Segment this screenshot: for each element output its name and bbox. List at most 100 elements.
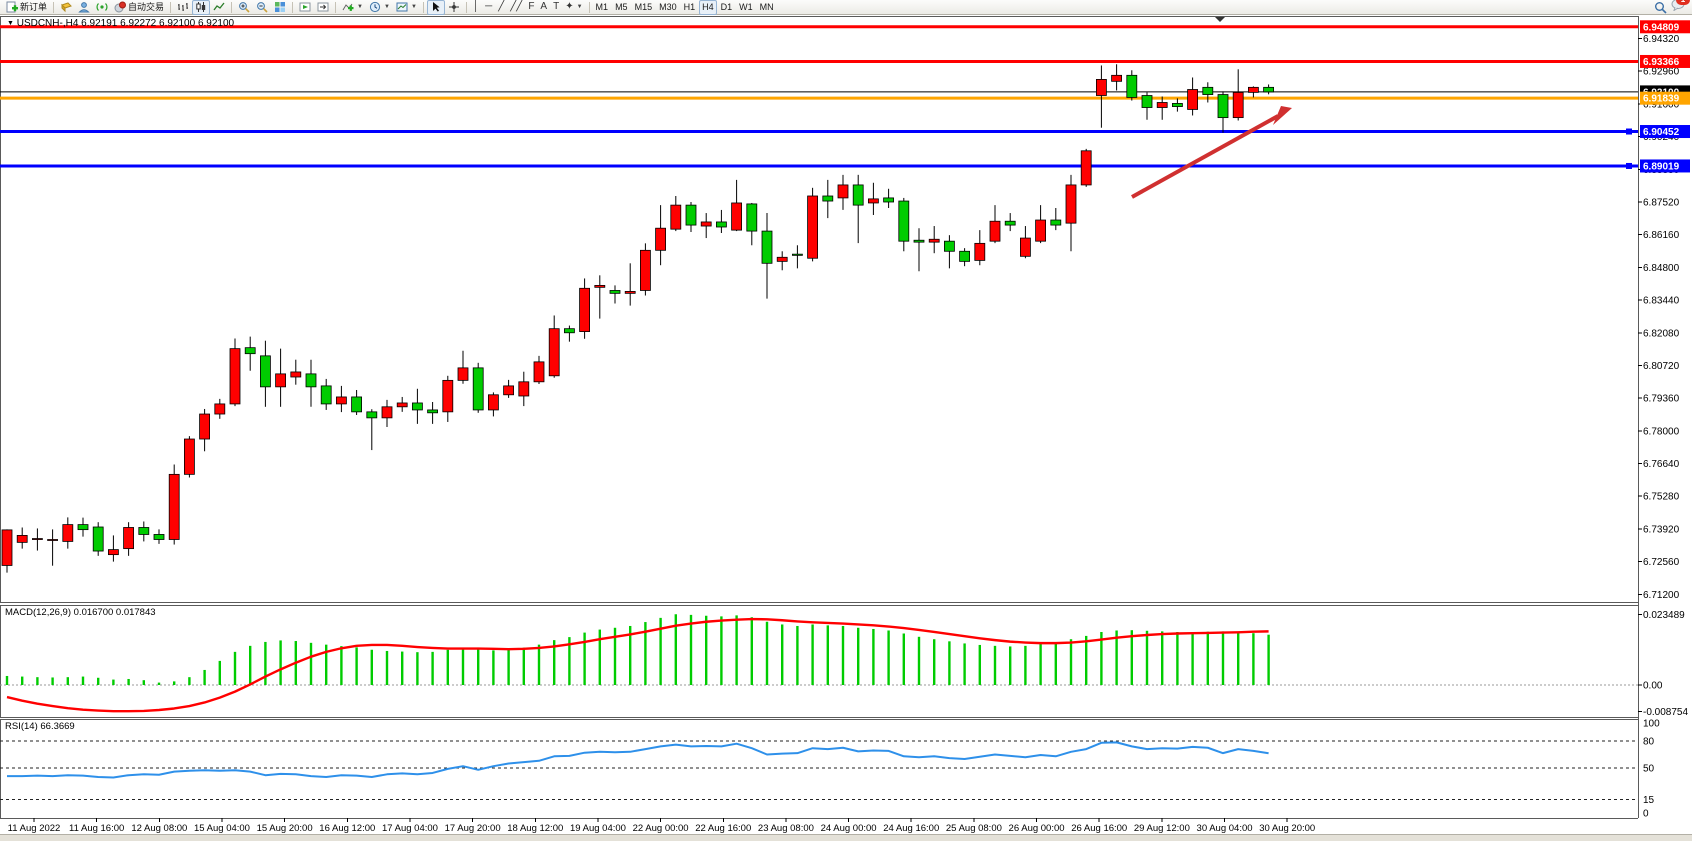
price-tick-label: 6.76640 [1643,459,1680,470]
horizontal-line-tool[interactable]: ─ [482,0,495,15]
cursor-icon [432,2,440,12]
candle-bull [335,396,347,405]
candle-bull [548,328,560,377]
price-tick-label: 6.80720 [1643,361,1680,372]
timeframe-button-MN[interactable]: MN [759,2,774,12]
line-chart-button[interactable] [210,0,228,15]
chart-ohlc-values: 6.92191 6.92272 6.92100 6.92100 [81,18,235,29]
bar-chart-icon [178,3,189,11]
rsi-indicator-label: RSI(14) 66.3669 [5,721,75,732]
label-tool[interactable]: T [550,0,562,15]
candle-bull [1096,79,1107,96]
candle-bull [1,529,13,566]
price-tag-6.89019 [1640,159,1690,173]
templates-button[interactable]: ▼ [393,0,420,15]
price-tag-label: 6.90452 [1643,127,1680,138]
auto-scroll-button[interactable] [296,0,314,15]
equidistant-channel-tool[interactable]: ╱╱ [507,0,525,15]
candle-bear [944,240,955,252]
candle-bull [807,195,818,259]
candle-bear [77,524,89,531]
chat-button[interactable]: 1 [1671,0,1690,16]
zoom-in-icon [239,2,250,13]
line-chart-icon [213,2,225,11]
candle-bear [1202,86,1214,95]
text-tool[interactable]: A [537,0,550,15]
price-tick-label: 6.83440 [1643,296,1680,307]
candle-bull [275,373,287,388]
timeframe-button-H4[interactable]: H4 [699,0,717,15]
candle-bear [259,355,271,388]
macd-name: MACD(12,26,9) [5,607,71,618]
indicators-button[interactable]: ▼ [339,0,366,15]
time-tick-label: 24 Aug 16:00 [883,823,939,834]
candle-bear [1050,219,1062,226]
timeframe-button-D1[interactable]: D1 [720,2,733,12]
chart-shift-marker[interactable] [1215,17,1225,22]
trendline-tool[interactable]: ╱ [495,0,507,15]
drop-arrow-icon: ▼ [383,4,390,10]
autotrading-label: 自动交易 [128,1,165,12]
timeframe-button-H1[interactable]: H1 [683,2,696,12]
zoom-out-icon [257,2,268,13]
arrows-tool[interactable]: ✦ ▼ [562,0,585,15]
candle-bull [442,379,454,413]
bar-chart-button[interactable] [174,0,192,15]
rsi-axis-label: 50 [1643,764,1655,775]
timeframe-button-W1[interactable]: W1 [739,2,753,12]
candle-bear [1217,94,1229,119]
rsi-axis-label: 100 [1643,719,1660,730]
price-tag-6.90452 [1640,125,1690,139]
candle-bull [533,361,545,383]
trend-arrow-head[interactable] [1273,106,1292,125]
hline-handle[interactable] [1626,162,1632,169]
timeframe-button-M30[interactable]: M30 [659,2,677,12]
candle-bear [913,239,925,243]
metaeditor-button[interactable] [57,0,75,15]
search-icon[interactable] [1654,1,1667,14]
candle-bear [411,402,423,411]
candle-bull [989,220,1001,242]
timeframe-button-M5[interactable]: M5 [615,2,628,12]
zoom-out-button[interactable] [253,0,271,15]
chart-menu-icon[interactable]: ▼ [7,20,14,27]
candlestick-chart-button[interactable] [192,0,211,15]
drop-arrow-icon: ▼ [357,4,363,10]
candle-bull [487,394,499,411]
candle-bear [351,396,363,413]
fibonacci-tool[interactable]: F [525,0,537,15]
candle-bull [1187,89,1198,110]
timeframe-group: M1 M5 M15 M30 H1 H4 D1 W1 MN [593,0,777,15]
candle-bull [214,403,226,415]
zoom-in-button[interactable] [235,0,253,15]
rsi-value: 66.3669 [40,721,75,732]
vertical-line-tool[interactable]: │ [470,0,482,15]
new-order-button[interactable]: 新订单 [3,0,50,15]
candle-bull [974,242,986,261]
cursor-button[interactable] [426,0,445,15]
toolbar-right-group: 1 [1654,0,1690,16]
periods-button[interactable]: ▼ [366,0,393,15]
crosshair-button[interactable] [445,0,463,15]
timeframe-button-M1[interactable]: M1 [595,2,609,12]
profiles-icon [78,2,90,13]
tile-windows-button[interactable] [271,0,289,15]
separator [422,1,424,13]
price-tick-label: 6.94320 [1643,34,1680,45]
timeframe-button-M15[interactable]: M15 [634,2,653,12]
auto-scroll-icon [299,2,311,12]
candle-bull [62,524,74,542]
candle-bear [792,253,803,256]
trend-arrow-line[interactable] [1131,114,1279,199]
signals-button[interactable] [93,0,111,15]
autotrading-button[interactable]: 自动交易 [111,0,167,15]
candle-bull [108,549,119,556]
autotrading-icon [114,1,127,13]
new-order-icon [6,1,18,13]
chart-shift-button[interactable] [314,0,332,15]
new-order-label: 新订单 [20,1,48,12]
profiles-button[interactable] [75,0,93,15]
hline-handle[interactable] [1626,128,1632,135]
